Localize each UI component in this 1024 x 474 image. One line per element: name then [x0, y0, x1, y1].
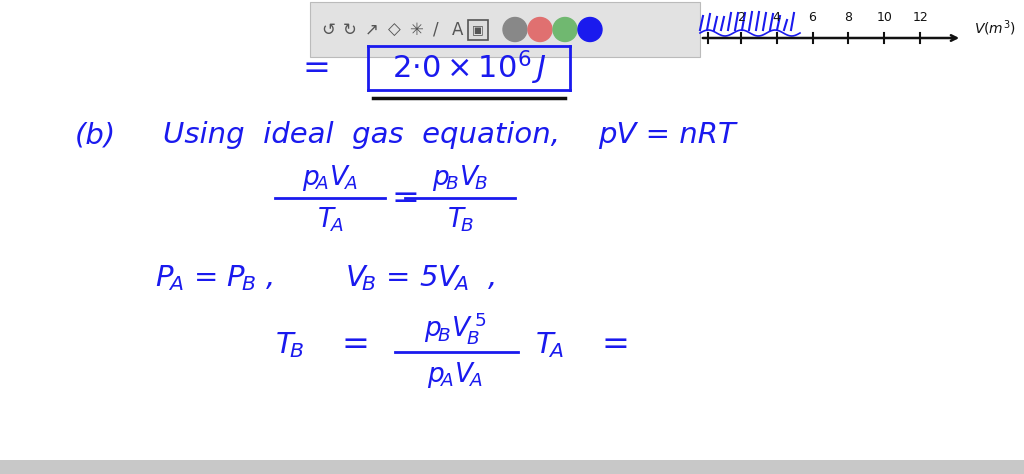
Text: ↺: ↺ — [322, 20, 335, 38]
Text: $p_{\!A}V_{\!A}$: $p_{\!A}V_{\!A}$ — [427, 360, 483, 390]
Bar — [468, 19, 488, 39]
Text: $V(m^3)$: $V(m^3)$ — [974, 18, 1016, 38]
Text: $P_{\!A}$ = $P_{\!B}$ ,: $P_{\!A}$ = $P_{\!B}$ , — [155, 263, 272, 293]
Text: 4: 4 — [773, 11, 780, 24]
Text: $V_{\!B}$ = 5$V_{\!A}$  ,: $V_{\!B}$ = 5$V_{\!A}$ , — [345, 263, 496, 293]
Bar — [310, 2, 700, 57]
Text: =: = — [341, 328, 369, 362]
Text: 12: 12 — [912, 11, 928, 24]
Text: $T_{\!B}$: $T_{\!B}$ — [446, 206, 473, 234]
Text: $p_{\!A}V_{\!A}$: $p_{\!A}V_{\!A}$ — [302, 163, 357, 193]
Text: $p_{\!B}V_{\!B}^{\,5}$: $p_{\!B}V_{\!B}^{\,5}$ — [424, 310, 486, 346]
Text: =: = — [391, 182, 419, 215]
Text: ↻: ↻ — [343, 20, 357, 38]
Text: Using  ideal  gas  equation,: Using ideal gas equation, — [163, 121, 560, 149]
Text: 8: 8 — [845, 11, 852, 24]
Text: A: A — [453, 20, 464, 38]
Text: =: = — [302, 52, 330, 84]
Circle shape — [578, 18, 602, 42]
Text: =: = — [601, 328, 629, 362]
Text: ✳: ✳ — [409, 20, 423, 38]
Text: ↗: ↗ — [366, 20, 379, 38]
Text: $T_{\!B}$: $T_{\!B}$ — [275, 330, 304, 360]
Circle shape — [528, 18, 552, 42]
Text: 2: 2 — [737, 11, 744, 24]
Circle shape — [503, 18, 527, 42]
Text: ◇: ◇ — [388, 20, 400, 38]
Text: $T_{\!A}$: $T_{\!A}$ — [316, 206, 343, 234]
Text: pV = nRT: pV = nRT — [598, 121, 736, 149]
Text: 10: 10 — [877, 11, 892, 24]
Text: $2{\cdot}0\times10^6\,J$: $2{\cdot}0\times10^6\,J$ — [392, 49, 546, 87]
Text: ▣: ▣ — [472, 23, 484, 36]
Text: (b): (b) — [75, 121, 117, 149]
Bar — [0, 460, 1024, 474]
Text: /: / — [433, 20, 439, 38]
Text: $T_{\!A}$: $T_{\!A}$ — [535, 330, 564, 360]
Text: $p_{\!B}V_{\!B}$: $p_{\!B}V_{\!B}$ — [432, 163, 487, 193]
Text: 6: 6 — [809, 11, 816, 24]
Circle shape — [553, 18, 577, 42]
